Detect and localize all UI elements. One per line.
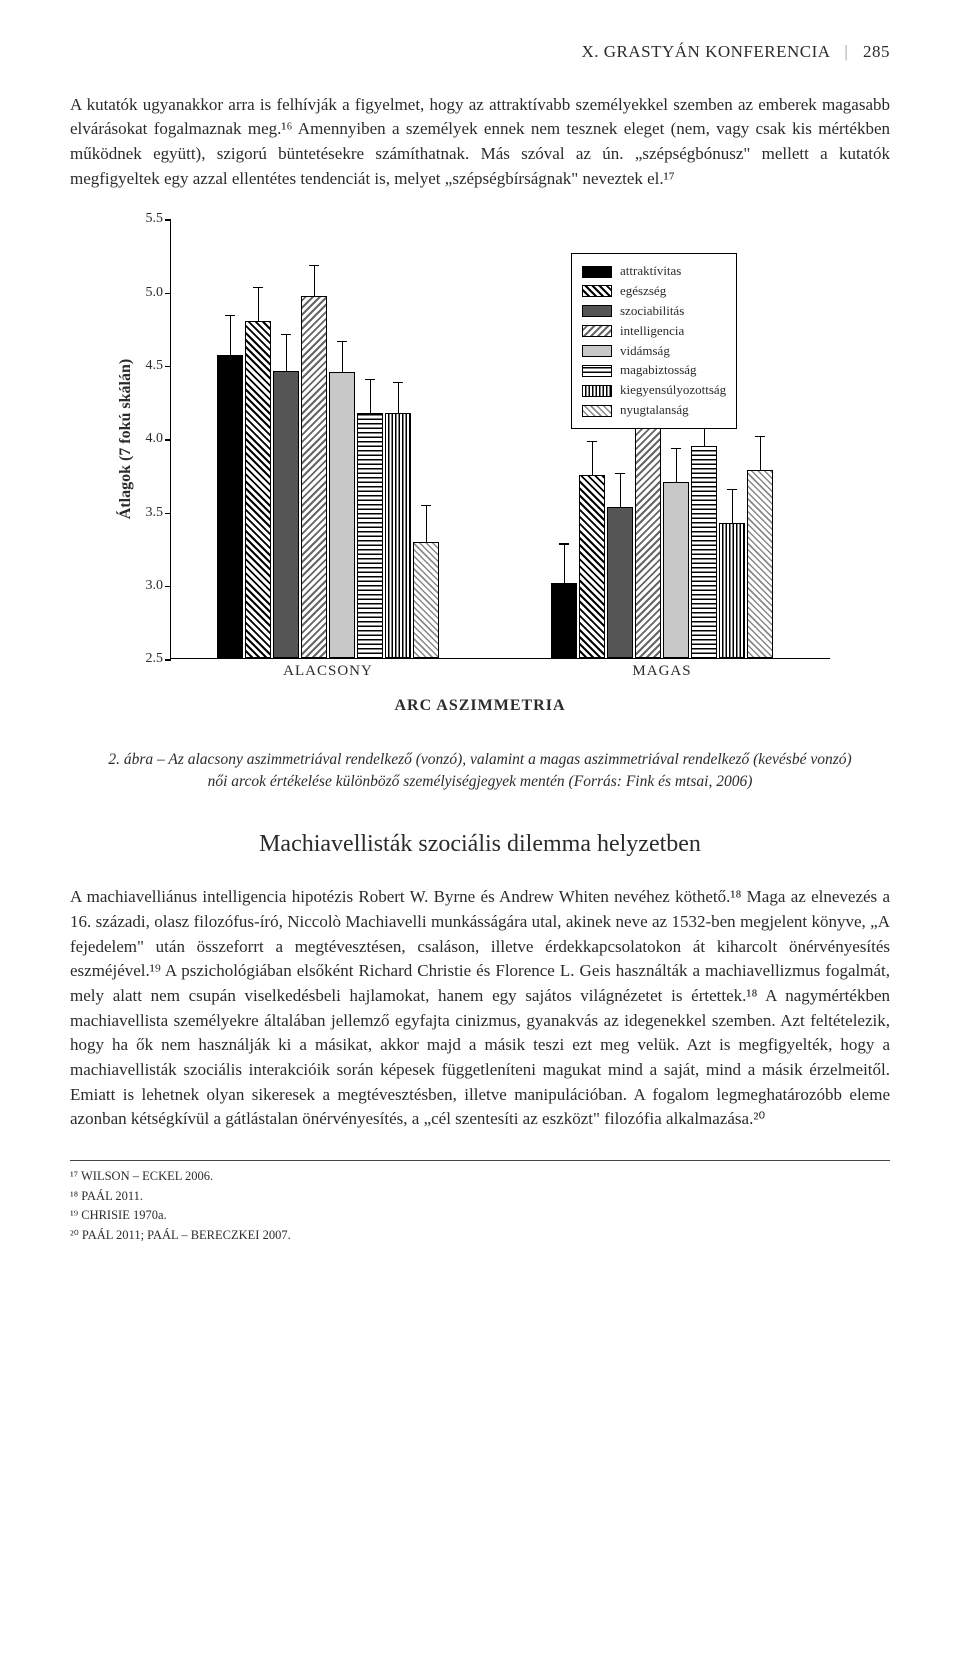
- bar: [301, 296, 327, 658]
- y-tick-label: 5.5: [129, 209, 163, 229]
- legend-swatch: [582, 405, 612, 417]
- bar: [385, 413, 411, 658]
- bar: [607, 507, 633, 658]
- bar: [329, 372, 355, 658]
- legend-item: nyugtalanság: [582, 401, 726, 420]
- legend-item: attraktívitas: [582, 262, 726, 281]
- bar: [357, 413, 383, 658]
- y-tick-label: 5.0: [129, 282, 163, 302]
- bar: [691, 446, 717, 659]
- bar: [217, 355, 243, 659]
- bar: [413, 542, 439, 658]
- legend-label: intelligencia: [620, 322, 684, 341]
- legend-label: szociabilitás: [620, 302, 684, 321]
- legend-swatch: [582, 345, 612, 357]
- x-tick-label: ALACSONY: [283, 661, 373, 683]
- section-heading: Machiavellisták szociális dilemma helyze…: [70, 827, 890, 862]
- plot-area: 2.53.03.54.04.55.05.5attraktívitasegészs…: [170, 219, 830, 659]
- x-tick-label: MAGAS: [632, 661, 691, 683]
- legend-item: kiegyensúlyozottság: [582, 381, 726, 400]
- legend-swatch: [582, 305, 612, 317]
- legend-item: intelligencia: [582, 322, 726, 341]
- bar: [579, 475, 605, 658]
- header-separator: |: [844, 42, 848, 61]
- legend-label: magabiztosság: [620, 361, 697, 380]
- paragraph-body: A machiavelliánus intelligencia hipotézi…: [70, 885, 890, 1131]
- legend: attraktívitasegészségszociabilitásintell…: [571, 253, 737, 429]
- bar-chart: Átlagok (7 fokú skálán) 2.53.03.54.04.55…: [100, 209, 860, 729]
- header-page-number: 285: [863, 42, 890, 61]
- y-tick-label: 4.0: [129, 429, 163, 449]
- x-axis-label: ARC ASZIMMETRIA: [394, 694, 565, 717]
- page-header: X. GRASTYÁN KONFERENCIA | 285: [70, 40, 890, 65]
- legend-swatch: [582, 385, 612, 397]
- legend-swatch: [582, 285, 612, 297]
- paragraph-intro: A kutatók ugyanakkor arra is felhívják a…: [70, 93, 890, 192]
- chart-container: Átlagok (7 fokú skálán) 2.53.03.54.04.55…: [100, 209, 860, 729]
- y-tick-label: 2.5: [129, 649, 163, 669]
- legend-swatch: [582, 365, 612, 377]
- header-title: X. GRASTYÁN KONFERENCIA: [581, 42, 829, 61]
- y-tick-label: 3.5: [129, 502, 163, 522]
- legend-item: szociabilitás: [582, 302, 726, 321]
- bar: [273, 371, 299, 658]
- bar: [663, 482, 689, 658]
- legend-label: nyugtalanság: [620, 401, 689, 420]
- legend-item: vidámság: [582, 342, 726, 361]
- bar: [245, 321, 271, 658]
- bar: [551, 583, 577, 658]
- bar: [719, 523, 745, 658]
- y-tick-label: 4.5: [129, 356, 163, 376]
- footnote: ²⁰ PAÁL 2011; PAÁL – BERECZKEI 2007.: [70, 1226, 890, 1245]
- footnote: ¹⁸ PAÁL 2011.: [70, 1187, 890, 1206]
- legend-label: vidámság: [620, 342, 670, 361]
- y-tick-label: 3.0: [129, 576, 163, 596]
- legend-label: egészség: [620, 282, 666, 301]
- legend-label: kiegyensúlyozottság: [620, 381, 726, 400]
- legend-label: attraktívitas: [620, 262, 681, 281]
- footnote: ¹⁷ WILSON – ECKEL 2006.: [70, 1167, 890, 1186]
- legend-swatch: [582, 266, 612, 278]
- footnotes: ¹⁷ WILSON – ECKEL 2006. ¹⁸ PAÁL 2011. ¹⁹…: [70, 1160, 890, 1245]
- bar: [747, 470, 773, 658]
- footnote: ¹⁹ CHRISIE 1970a.: [70, 1206, 890, 1225]
- legend-swatch: [582, 325, 612, 337]
- legend-item: magabiztosság: [582, 361, 726, 380]
- figure-caption: 2. ábra – Az alacsony aszimmetriával ren…: [100, 749, 860, 792]
- legend-item: egészség: [582, 282, 726, 301]
